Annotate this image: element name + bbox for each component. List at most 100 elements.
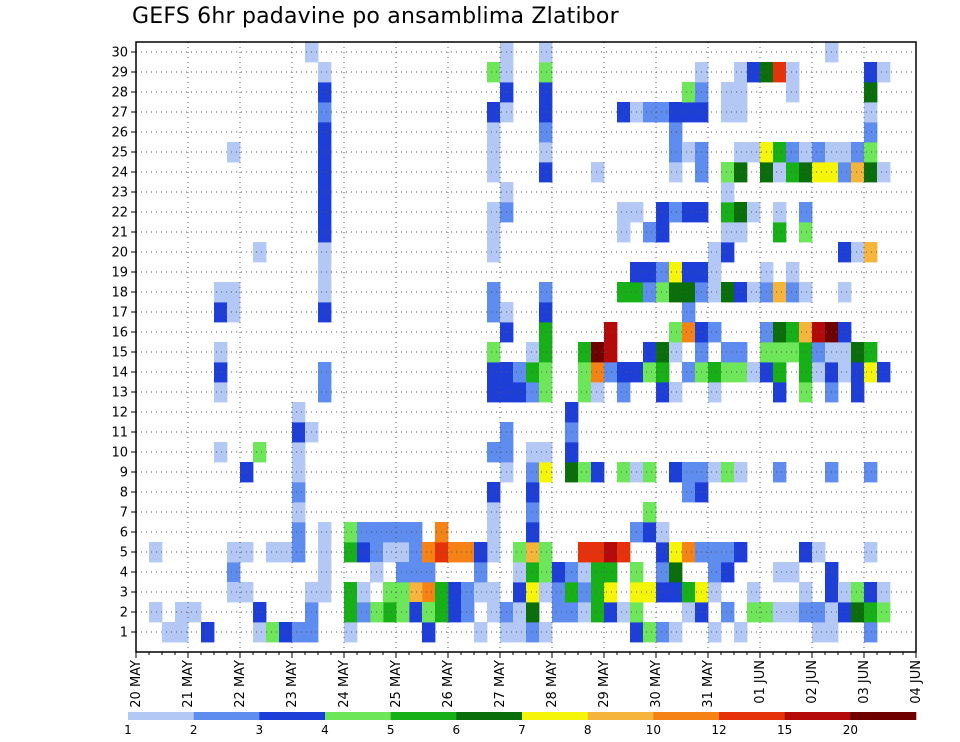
heatmap-cell	[617, 602, 631, 623]
x-tick-label: 02 JUN	[805, 660, 820, 704]
heatmap-cell	[669, 382, 683, 403]
heatmap-cell	[227, 142, 241, 163]
colorbar-swatch	[456, 712, 523, 720]
heatmap-cell	[487, 102, 501, 123]
heatmap-cell	[513, 362, 527, 383]
heatmap-cell	[513, 602, 527, 623]
heatmap-cell	[838, 322, 852, 343]
y-tick-label: 2	[120, 606, 128, 621]
heatmap-cell	[734, 542, 748, 563]
heatmap-cell	[292, 502, 306, 523]
colorbar-tick-label: 7	[518, 723, 526, 737]
heatmap-cell	[838, 602, 852, 623]
heatmap-cell	[487, 542, 501, 563]
heatmap-cell	[877, 62, 891, 83]
heatmap-cell	[422, 542, 436, 563]
heatmap-cell	[539, 362, 553, 383]
heatmap-cell	[214, 382, 228, 403]
heatmap-cell	[591, 342, 605, 363]
heatmap-cell	[318, 362, 332, 383]
y-tick-label: 15	[111, 346, 128, 361]
heatmap-cell	[617, 382, 631, 403]
heatmap-cell	[578, 602, 592, 623]
heatmap-cell	[513, 562, 527, 583]
heatmap-cell	[747, 282, 761, 303]
heatmap-cell	[266, 622, 280, 643]
heatmap-cell	[539, 342, 553, 363]
heatmap-cell	[617, 102, 631, 123]
heatmap-cell	[708, 542, 722, 563]
heatmap-cell	[864, 122, 878, 143]
heatmap-cell	[591, 382, 605, 403]
heatmap-cell	[292, 522, 306, 543]
heatmap-cell	[799, 602, 813, 623]
y-tick-label: 18	[111, 286, 128, 301]
heatmap-cell	[539, 282, 553, 303]
heatmap-cell	[487, 582, 501, 603]
heatmap-cell	[526, 462, 540, 483]
colorbar-swatch	[784, 712, 851, 720]
heatmap-cell	[669, 142, 683, 163]
heatmap-cell	[786, 142, 800, 163]
heatmap-cell	[799, 342, 813, 363]
heatmap-cell	[214, 302, 228, 323]
heatmap-cell	[591, 362, 605, 383]
heatmap-cell	[396, 522, 410, 543]
heatmap-cell	[409, 522, 423, 543]
heatmap-cell	[409, 582, 423, 603]
heatmap-cell	[682, 482, 696, 503]
heatmap-cell	[656, 542, 670, 563]
heatmap-cell	[201, 622, 215, 643]
heatmap-cell	[721, 242, 735, 263]
heatmap-cell	[539, 122, 553, 143]
heatmap-cell	[682, 602, 696, 623]
heatmap-cell	[396, 582, 410, 603]
heatmap-cell	[344, 602, 358, 623]
heatmap-cell	[669, 342, 683, 363]
heatmap-cell	[617, 222, 631, 243]
heatmap-cell	[799, 162, 813, 183]
heatmap-cell	[526, 502, 540, 523]
y-tick-label: 29	[111, 66, 128, 81]
heatmap-cell	[422, 602, 436, 623]
heatmap-cell	[461, 542, 475, 563]
y-tick-label: 27	[111, 106, 128, 121]
heatmap-cell	[552, 582, 566, 603]
heatmap-cell	[266, 542, 280, 563]
heatmap-cell	[227, 582, 241, 603]
heatmap-cell	[812, 622, 826, 643]
heatmap-cell	[734, 222, 748, 243]
heatmap-cell	[539, 162, 553, 183]
heatmap-cell	[422, 622, 436, 643]
heatmap-cell	[539, 322, 553, 343]
heatmap-cell	[682, 82, 696, 103]
heatmap-cell	[227, 302, 241, 323]
heatmap-cell	[656, 282, 670, 303]
heatmap-cell	[604, 562, 618, 583]
heatmap-cell	[318, 302, 332, 323]
x-tick-label: 20 MAY	[129, 660, 144, 708]
heatmap-cell	[708, 562, 722, 583]
heatmap-cell	[838, 162, 852, 183]
heatmap-cell	[864, 602, 878, 623]
heatmap-cell	[773, 362, 787, 383]
colorbar-tick-label: 12	[711, 723, 726, 737]
y-tick-label: 1	[120, 626, 128, 641]
colorbar-swatch	[128, 712, 194, 720]
heatmap-cell	[721, 602, 735, 623]
heatmap-cell	[773, 142, 787, 163]
heatmap-cell	[773, 342, 787, 363]
colorbar-swatch	[325, 712, 391, 720]
y-tick-label: 21	[111, 226, 128, 241]
heatmap-cell	[591, 162, 605, 183]
heatmap-cell	[838, 342, 852, 363]
heatmap-cell	[578, 382, 592, 403]
heatmap-cell	[864, 242, 878, 263]
heatmap-cell	[864, 342, 878, 363]
y-tick-label: 26	[111, 126, 128, 141]
colorbar-tick-label: 15	[777, 723, 792, 737]
y-tick-label: 8	[120, 486, 128, 501]
heatmap-cell	[396, 602, 410, 623]
heatmap-cell	[578, 562, 592, 583]
heatmap-cell	[487, 502, 501, 523]
